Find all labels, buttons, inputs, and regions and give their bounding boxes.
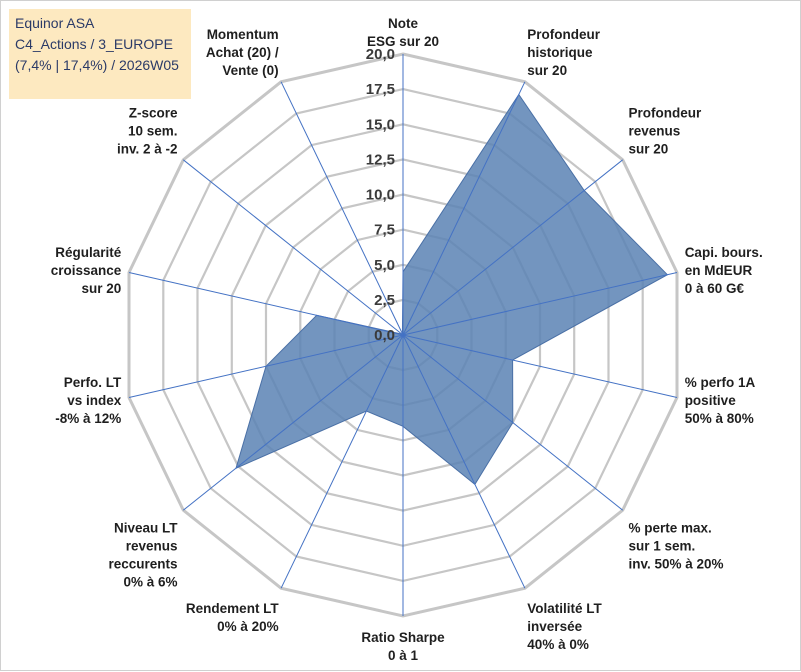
axis-label-line: Volatilité LT: [527, 601, 602, 616]
chart-title-box: Equinor ASA C4_Actions / 3_EUROPE (7,4% …: [9, 9, 191, 99]
tick-label-3: 7,5: [374, 222, 395, 239]
axis-label-line: vs index: [67, 393, 122, 408]
axis-label-line: 0% à 6%: [123, 574, 177, 589]
axis-label-line: Rendement LT: [186, 601, 280, 616]
axis-label-line: ESG sur 20: [367, 34, 439, 49]
axis-spoke-2: [402, 81, 526, 336]
axis-label-6: % perte max. sur 1 sem. inv. 50% à 20%: [629, 520, 724, 571]
tick-label-8: 20,0: [366, 46, 395, 63]
axis-spoke-11: [128, 334, 404, 398]
axis-label-line: Note: [388, 16, 418, 31]
axis-label-10: Niveau LT revenus reccurents 0% à 6%: [108, 520, 178, 589]
axis-label-line: sur 20: [629, 142, 669, 157]
axis-label-line: Momentum: [207, 27, 279, 42]
axis-spoke-9: [280, 334, 404, 589]
axis-spoke-12: [128, 272, 404, 336]
axis-label-line: sur 1 sem.: [629, 538, 696, 553]
axis-label-line: inv. 2 à -2: [117, 142, 178, 157]
axis-label-line: Profondeur: [527, 27, 600, 42]
axis-label-5: % perfo 1A positive 50% à 80%: [685, 375, 756, 426]
axis-label-line: Z-score: [129, 106, 178, 121]
axis-label-13: Z-score 10 sem. inv. 2 à -2: [117, 106, 178, 157]
title-company: Equinor ASA: [15, 15, 95, 31]
axis-label-line: sur 20: [82, 281, 122, 296]
axis-label-line: 0 à 60 G€: [685, 281, 745, 296]
axis-label-4: Capi. bours. en MdEUR 0 à 60 G€: [685, 245, 763, 296]
tick-label-2: 5,0: [374, 257, 395, 274]
axis-label-line: croissance: [51, 263, 122, 278]
axis-label-line: revenus: [629, 124, 681, 139]
axis-label-line: 0% à 20%: [217, 619, 279, 634]
axis-label-line: reccurents: [108, 556, 177, 571]
axis-label-line: 40% à 0%: [527, 637, 589, 652]
axis-spoke-6: [402, 334, 624, 511]
axis-label-line: 50% à 80%: [685, 411, 754, 426]
axis-spoke-10: [182, 334, 404, 511]
axis-label-line: inv. 50% à 20%: [629, 556, 724, 571]
axis-label-line: % perfo 1A: [685, 375, 756, 390]
axis-label-line: Profondeur: [629, 106, 702, 121]
axis-label-line: Achat (20) /: [206, 45, 279, 60]
tick-label-4: 10,0: [366, 187, 395, 204]
title-stats: (7,4% | 17,4%) / 2026W05: [15, 57, 179, 73]
tick-label-6: 15,0: [366, 116, 395, 133]
axis-label-line: % perte max.: [629, 520, 712, 535]
axis-label-14: Momentum Achat (20) / Vente (0): [206, 27, 279, 78]
axis-spoke-14: [280, 81, 404, 336]
tick-label-1: 2,5: [374, 292, 395, 309]
axis-label-2: Profondeur historique sur 20: [527, 27, 600, 78]
axis-label-1: Note ESG sur 20: [367, 16, 439, 49]
axis-label-line: historique: [527, 45, 593, 60]
title-category: C4_Actions / 3_EUROPE: [15, 36, 173, 52]
axis-label-8: Ratio Sharpe 0 à 1: [361, 630, 445, 663]
axis-label-12: Régularité croissance sur 20: [51, 245, 122, 296]
axis-spoke-7: [402, 334, 526, 589]
axis-label-line: Ratio Sharpe: [361, 630, 445, 645]
tick-label-0: 0,0: [374, 327, 395, 344]
axis-spoke-3: [402, 159, 624, 336]
axis-label-9: Rendement LT 0% à 20%: [186, 601, 280, 634]
axis-label-line: inversée: [527, 619, 582, 634]
axis-label-line: Niveau LT: [114, 520, 178, 535]
axis-spoke-4: [402, 272, 678, 336]
tick-label-7: 17,5: [366, 81, 395, 98]
axis-label-line: revenus: [126, 538, 178, 553]
axis-label-line: 10 sem.: [128, 124, 178, 139]
axis-label-line: 0 à 1: [388, 648, 419, 663]
axis-label-7: Volatilité LT inversée 40% à 0%: [527, 601, 602, 652]
axis-label-line: Capi. bours.: [685, 245, 763, 260]
axis-label-line: -8% à 12%: [55, 411, 121, 426]
axis-label-line: en MdEUR: [685, 263, 753, 278]
tick-label-5: 12,5: [366, 151, 395, 168]
axis-label-line: Vente (0): [222, 63, 278, 78]
axis-spoke-5: [402, 334, 678, 398]
axis-label-line: positive: [685, 393, 737, 408]
axis-label-line: Perfo. LT: [64, 375, 122, 390]
axis-spoke-13: [182, 159, 404, 336]
axis-label-3: Profondeur revenus sur 20: [629, 106, 702, 157]
axis-label-line: Régularité: [55, 245, 122, 260]
axis-label-11: Perfo. LT vs index -8% à 12%: [55, 375, 122, 426]
axis-label-line: sur 20: [527, 63, 567, 78]
